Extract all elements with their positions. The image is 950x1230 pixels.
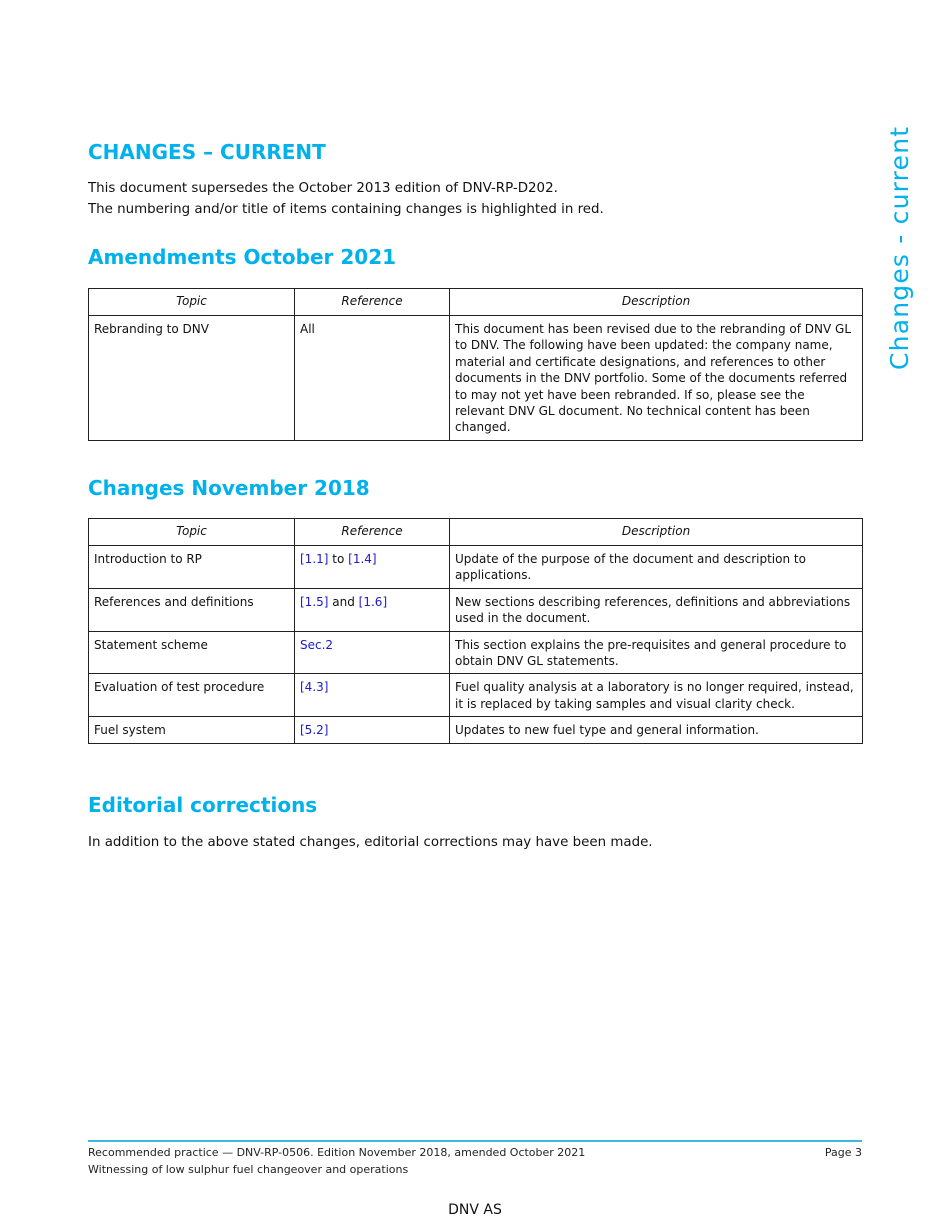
footer-line1: Recommended practice — DNV-RP-0506. Edit… [88,1146,586,1159]
cell-description: Fuel quality analysis at a laboratory is… [449,673,863,718]
cell-reference: All [294,315,450,441]
amendments-table: Topic Reference Description Rebranding t… [88,288,863,441]
header-topic: Topic [88,288,295,316]
reference-connector: and [328,594,359,609]
cell-topic: Introduction to RP [88,545,295,589]
reference-link[interactable]: [1.4] [348,552,377,566]
reference-link[interactable]: [5.2] [300,723,329,738]
intro-text: This document supersedes the October 201… [88,178,604,220]
page-number: Page 3 [824,1146,862,1159]
table-header-row: Topic Reference Description [88,518,863,546]
footer-line2: Witnessing of low sulphur fuel changeove… [88,1163,409,1176]
table-row: Fuel system [5.2] Updates to new fuel type… [88,716,863,744]
table-row: Evaluation of test procedure [4.3] Fuel qu… [88,673,863,718]
table-row: Rebranding to DNV All This document has … [88,315,863,441]
reference-link[interactable]: [1.6] [358,594,388,609]
cell-reference: [1.1] to [1.4] [294,545,450,589]
editorial-text: In addition to the above stated changes,… [88,835,653,850]
reference-connector: to [328,552,349,566]
footer-divider [88,1140,862,1142]
table-row: Introduction to RP [1.1] to [1.4] Update o… [88,545,863,589]
cell-topic: Rebranding to DNV [88,315,295,441]
cell-reference: [4.3] [294,673,450,718]
changes-table: Topic Reference Description Introduction… [88,518,863,744]
cell-description: Update of the purpose of the document an… [449,545,863,589]
cell-topic: References and definitions [88,587,295,632]
cell-reference: Sec.2 [294,630,450,675]
cell-reference: [1.5] and [1.6] [294,587,450,632]
editorial-title: Editorial corrections [88,793,318,817]
reference-link[interactable]: [4.3] [300,680,329,695]
side-title: Changes - current [885,125,914,370]
reference-link[interactable]: Sec.2 [300,637,334,652]
company-name: DNV AS [448,1202,502,1218]
table-header-row: Topic Reference Description [88,288,863,316]
table-row: Statement scheme Sec.2 This section explai… [88,630,863,675]
cell-reference: [5.2] [294,716,450,744]
reference-link[interactable]: [1.1] [300,552,329,566]
cell-topic: Fuel system [88,716,295,744]
cell-topic: Evaluation of test procedure [88,673,295,718]
header-description: Description [449,518,863,546]
cell-description: New sections describing references, defi… [449,587,863,632]
table-row: References and definitions [1.5] and [1.6… [88,587,863,632]
header-reference: Reference [294,288,450,316]
page-heading: CHANGES – CURRENT [88,140,326,164]
cell-description: This document has been revised due to th… [449,315,863,441]
reference-link[interactable]: [1.5] [300,594,329,609]
cell-description: Updates to new fuel type and general inf… [449,716,863,744]
changes-title: Changes November 2018 [88,476,370,500]
header-reference: Reference [294,518,450,546]
cell-description: This section explains the pre-requisites… [449,630,863,675]
cell-topic: Statement scheme [88,630,295,675]
intro-line: The numbering and/or title of items cont… [88,202,604,217]
intro-line: This document supersedes the October 201… [88,181,558,196]
header-topic: Topic [88,518,295,546]
amendments-title: Amendments October 2021 [88,245,397,269]
header-description: Description [449,288,863,316]
